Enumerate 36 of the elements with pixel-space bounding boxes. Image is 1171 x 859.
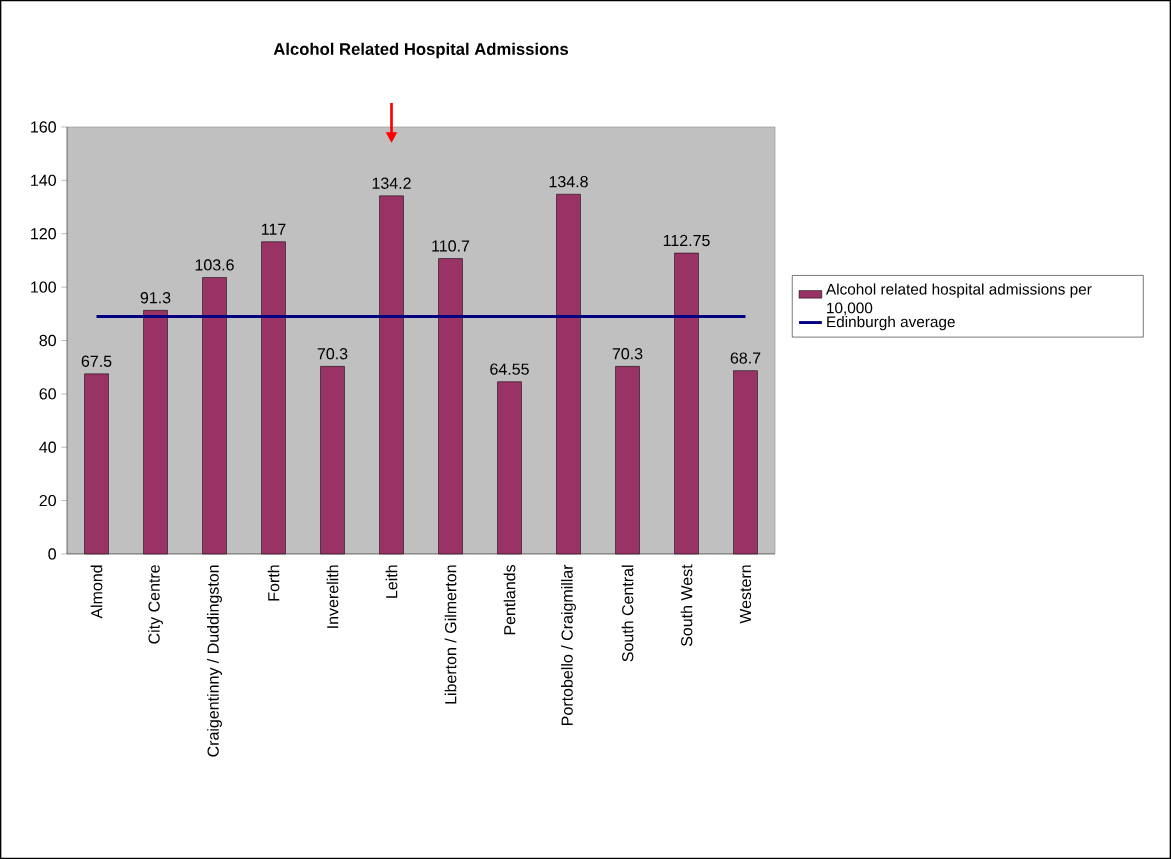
y-tick-label: 20: [39, 494, 56, 507]
data-label: 112.75: [663, 234, 710, 247]
y-tick-label: 120: [31, 228, 56, 240]
legend-label: Alcohol related hospital admissions per 10,000: [825, 283, 1092, 316]
data-label: 64.55: [490, 363, 529, 375]
x-tick-label: Forth: [267, 565, 280, 601]
y-tick-label: 60: [39, 388, 56, 400]
x-tick-label: Liberton / Gilmerton: [444, 565, 457, 704]
x-tick-label: Portobello / Craigmillar: [561, 564, 576, 725]
x-tick-label: Western: [739, 565, 752, 624]
y-tick-label: 40: [39, 441, 56, 453]
legend-label: Edinburgh average: [827, 315, 955, 331]
x-tick-label: Craigentinny / Duddingston: [207, 565, 222, 757]
data-label: 134.2: [372, 177, 411, 189]
data-label: 117: [261, 223, 286, 235]
data-label: 70.3: [612, 348, 643, 360]
x-tick-label: Pentlands: [503, 564, 516, 635]
x-tick-label: Almond: [90, 565, 103, 619]
data-label: 103.6: [195, 259, 234, 271]
x-tick-label: South Central: [621, 565, 634, 662]
x-tick-label: Leith: [385, 565, 398, 598]
chart-title: Alcohol Related Hospital Admissions: [273, 42, 569, 59]
x-tick-label: South West: [680, 564, 693, 647]
data-label: 91.3: [140, 292, 171, 304]
x-tick-label: City Centre: [148, 565, 163, 644]
y-tick-label: 100: [31, 281, 56, 293]
data-label: 70.3: [317, 348, 348, 360]
data-label: 110.7: [432, 240, 470, 252]
x-tick-label: Inverelith: [326, 565, 339, 628]
y-tick-label: 0: [48, 548, 56, 560]
y-tick-label: 80: [39, 334, 56, 347]
data-label: 67.5: [81, 355, 112, 367]
y-tick-label: 140: [31, 174, 56, 187]
y-tick-label: 160: [31, 121, 56, 133]
data-label: 134.8: [549, 175, 588, 188]
data-label: 68.7: [730, 352, 761, 364]
